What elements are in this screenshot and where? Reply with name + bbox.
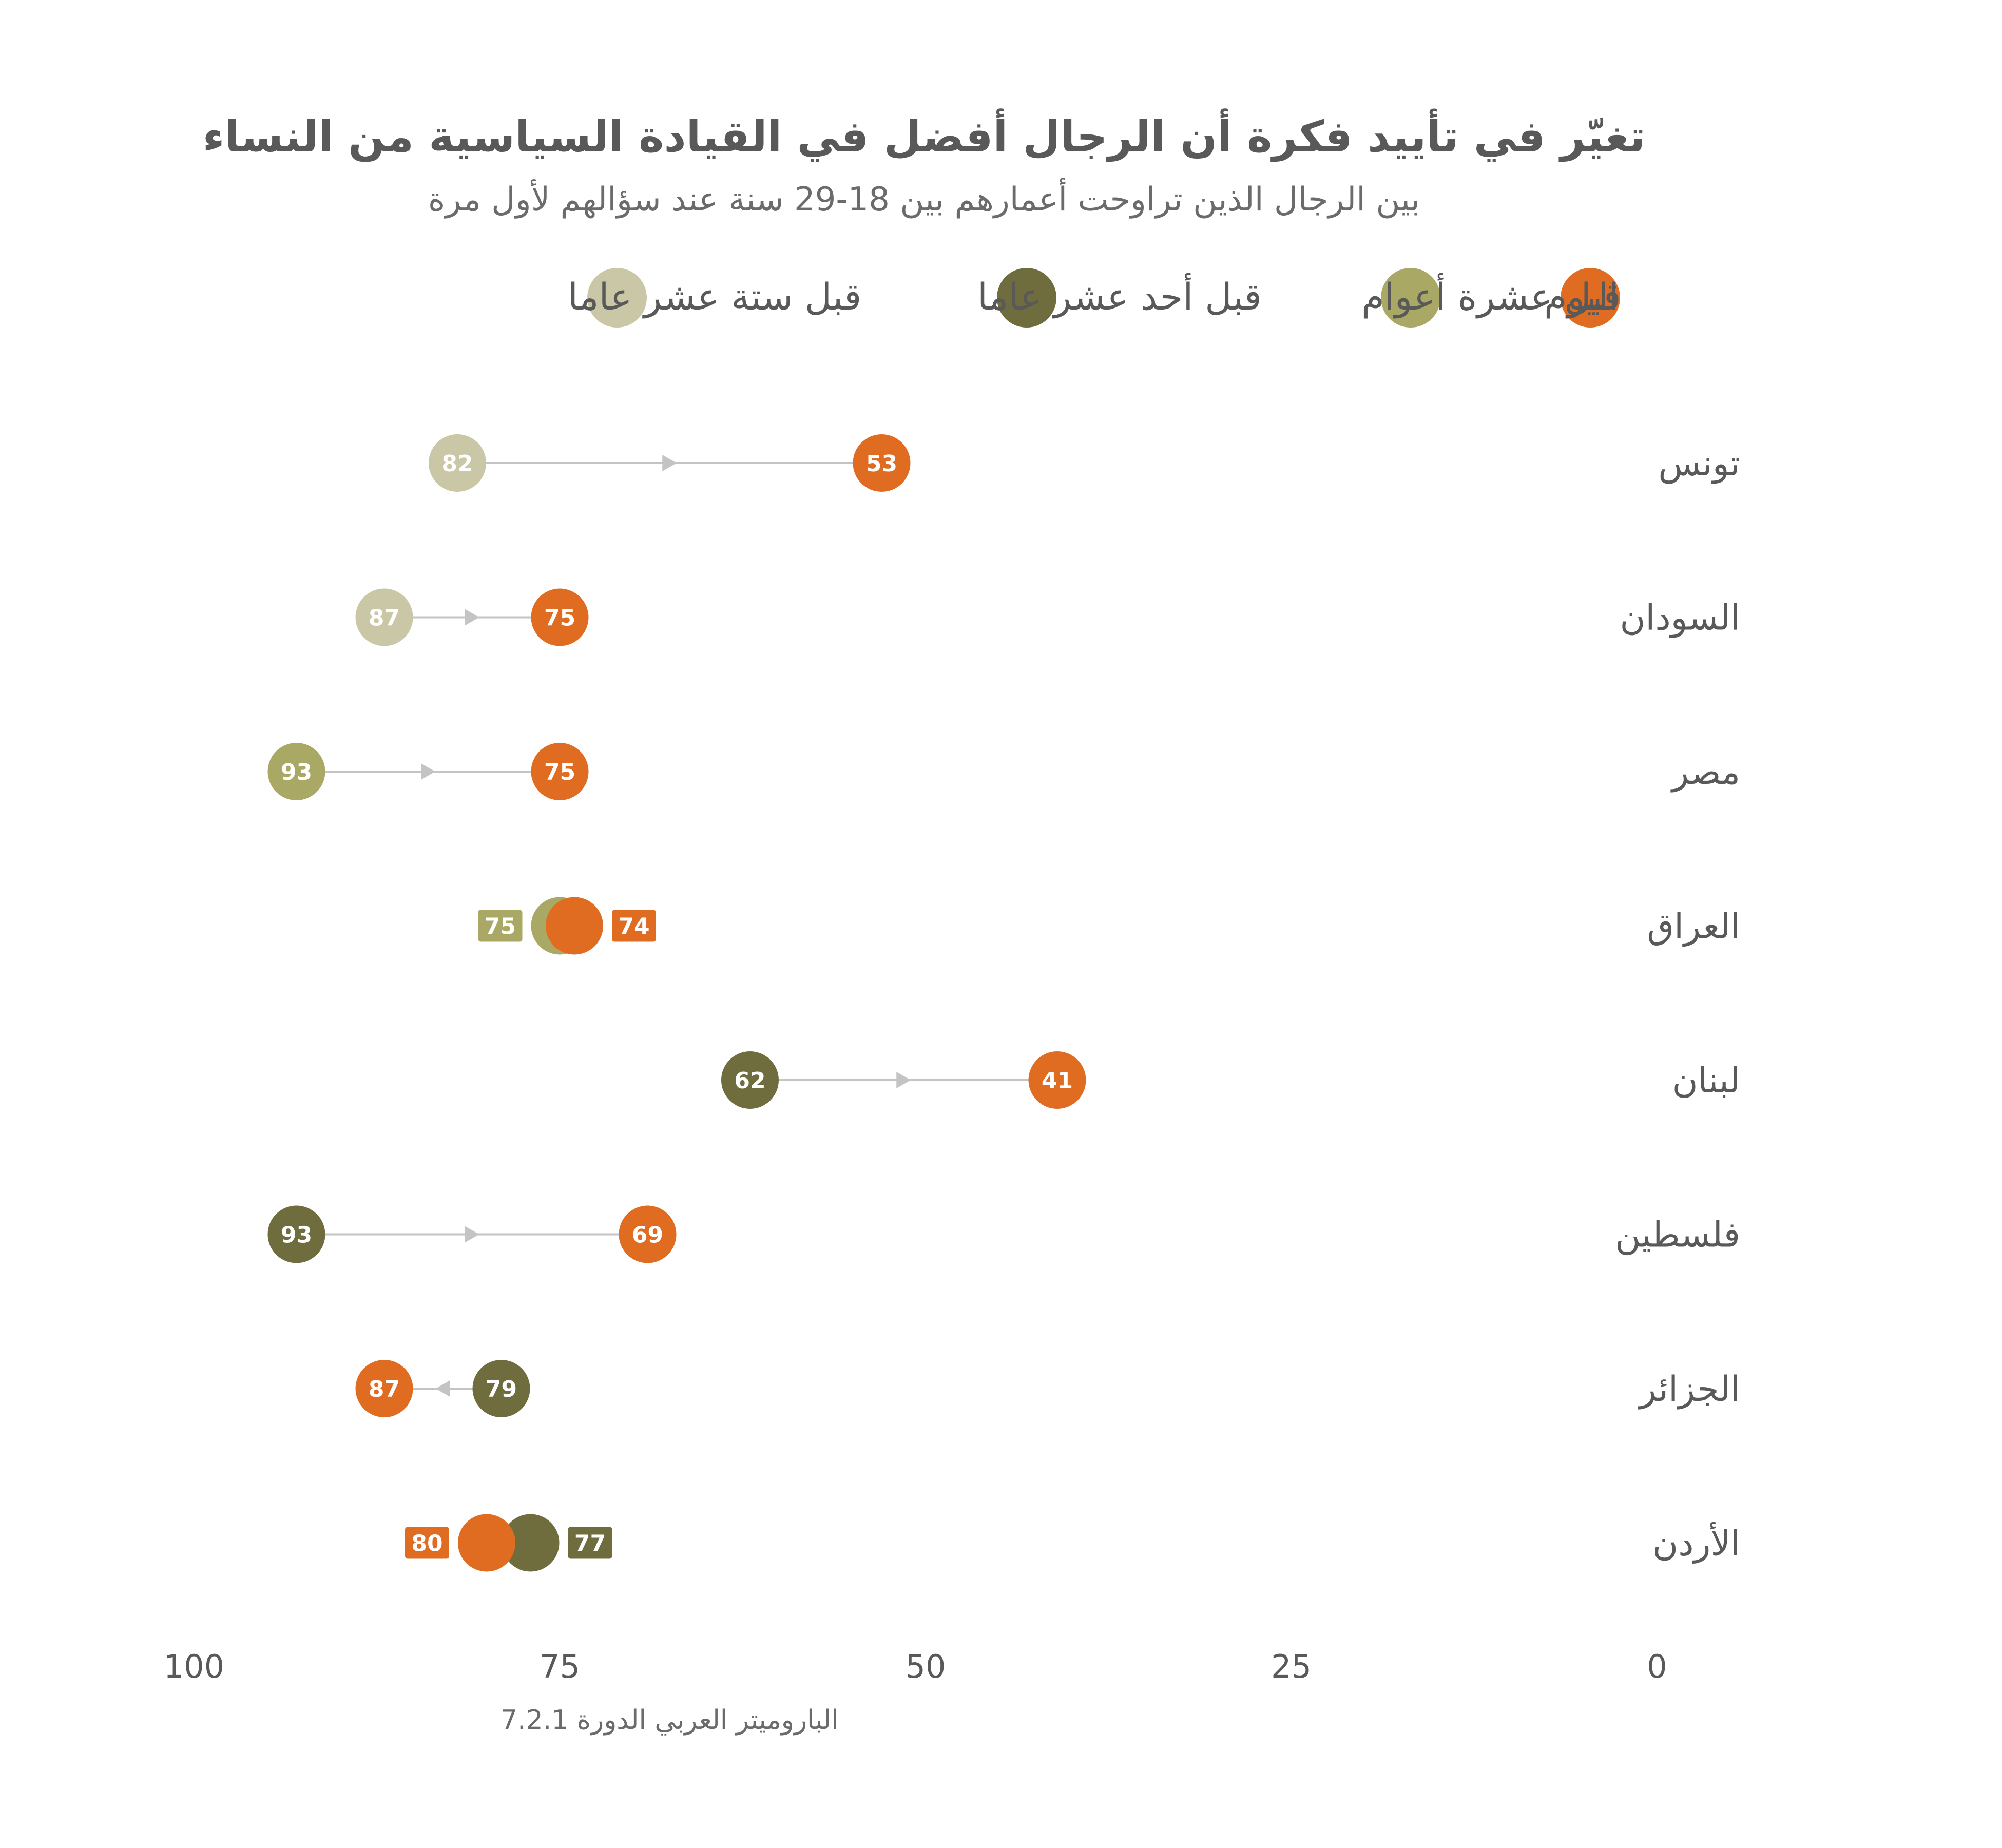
- legend-marker-today: [1561, 268, 1620, 328]
- legend-marker-eleven_years: [997, 268, 1056, 328]
- dot-today: [546, 897, 603, 955]
- country-label: العراق: [1647, 907, 1740, 947]
- dot-today: [1028, 1051, 1086, 1109]
- dot-label-today: 75: [544, 605, 575, 631]
- dot-label-before: 93: [281, 1222, 312, 1248]
- value-box-today: [612, 910, 656, 942]
- dot-today: [531, 588, 589, 646]
- dot-before: [267, 1205, 325, 1263]
- dot-before: [721, 1051, 779, 1109]
- dot-before: [429, 434, 486, 492]
- legend-marker-sixteen_years: [587, 268, 647, 328]
- connector-arrow: [662, 455, 677, 471]
- value-box-before: [478, 910, 523, 942]
- connector-arrow: [465, 1226, 479, 1243]
- x-tick-label: 25: [1271, 1648, 1312, 1685]
- connector-arrow: [421, 763, 435, 780]
- legend-label-sixteen_years: قبل ستة عشر عاما: [568, 275, 861, 319]
- dot-label-today: 53: [866, 451, 897, 477]
- dot-today: [853, 434, 911, 492]
- country-label: تونس: [1658, 444, 1740, 484]
- value-box-today: [405, 1527, 449, 1559]
- data-rows: تونس 82 53 السودان 87 75 مصر 93 75 العراق 75 74 لبنا…: [267, 434, 1740, 1572]
- box-label-today: 80: [411, 1531, 442, 1557]
- country-label: مصر: [1670, 752, 1740, 793]
- value-box-before: [568, 1527, 612, 1559]
- box-label-today: 74: [618, 914, 649, 940]
- dot-label-before: 62: [734, 1068, 765, 1094]
- connector-arrow: [465, 609, 479, 626]
- x-tick-label: 75: [540, 1648, 580, 1685]
- country-label: فلسطين: [1615, 1215, 1740, 1256]
- dot-today: [355, 1360, 413, 1417]
- dot-before: [355, 588, 413, 646]
- x-tick-label: 50: [906, 1648, 946, 1685]
- x-axis: 100 75 50 25 0: [164, 1648, 1667, 1685]
- x-tick-label: 100: [164, 1648, 224, 1685]
- country-label: الجزائر: [1638, 1369, 1740, 1410]
- chart-subtitle: بين الرجال الذين تراوحت أعمارهم بين 18-2…: [428, 178, 1420, 219]
- legend-marker-ten_years: [1381, 268, 1440, 328]
- dot-before: [502, 1514, 560, 1572]
- dot-label-before: 82: [441, 451, 473, 477]
- dot-today: [458, 1514, 515, 1572]
- dot-label-today: 69: [632, 1222, 663, 1248]
- dot-label-before: 79: [486, 1376, 517, 1402]
- dot-before: [267, 743, 325, 800]
- dot-today: [531, 743, 589, 800]
- chart-title: تغيّر في تأييد فكرة أن الرجال أفضل في ال…: [203, 108, 1646, 162]
- country-label: لبنان: [1672, 1061, 1740, 1101]
- x-tick-label: 0: [1647, 1648, 1667, 1685]
- legend-label-today: اليوم: [1544, 275, 1619, 319]
- dot-label-today: 87: [369, 1376, 400, 1402]
- dot-label-today: 75: [544, 759, 575, 785]
- connector-arrow: [435, 1380, 450, 1397]
- dot-label-before: 87: [369, 605, 400, 631]
- legend-label-eleven_years: قبل أحد عشر عاما: [977, 273, 1262, 319]
- dot-before: [472, 1360, 530, 1417]
- source-note: الباروميتر العربي الدورة 7.2.1: [500, 1705, 839, 1736]
- dot-today: [619, 1205, 677, 1263]
- box-label-before: 75: [485, 914, 516, 940]
- dot-label-today: 41: [1042, 1068, 1073, 1094]
- country-label: السودان: [1620, 598, 1740, 639]
- country-label: الأردن: [1652, 1522, 1740, 1564]
- connector-arrow: [896, 1072, 911, 1088]
- connector-lines: [296, 455, 1057, 1397]
- legend-label-ten_years: قبل عشرة أعوام: [1361, 273, 1621, 319]
- box-label-before: 77: [574, 1531, 606, 1557]
- dot-label-before: 93: [281, 759, 312, 785]
